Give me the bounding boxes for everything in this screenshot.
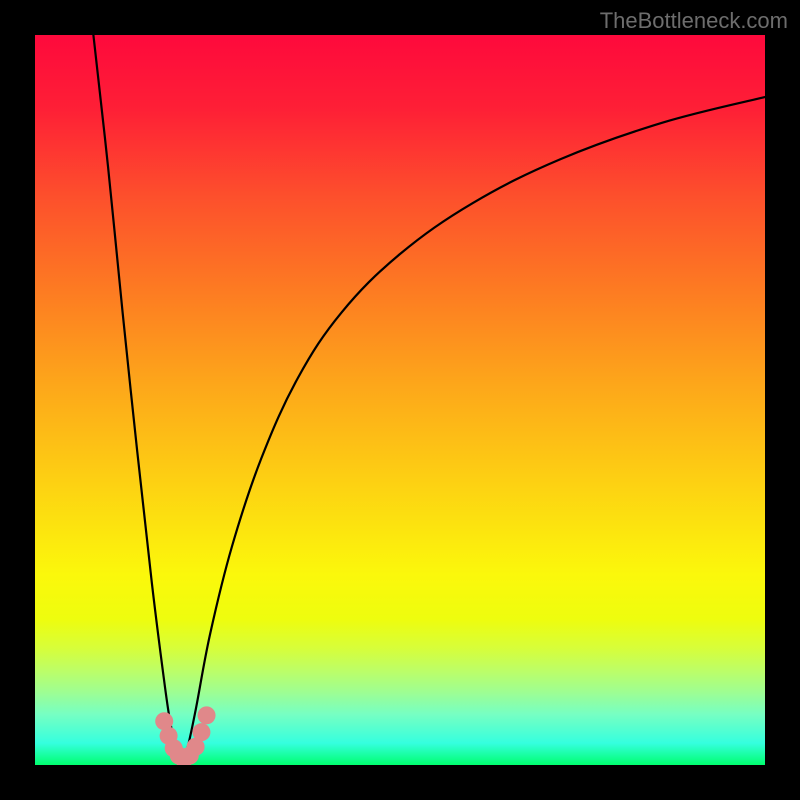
source-watermark: TheBottleneck.com	[600, 8, 788, 34]
chart-container: TheBottleneck.com	[0, 0, 800, 800]
chart-background	[35, 35, 765, 765]
bottleneck-chart	[0, 0, 800, 800]
optimum-marker	[192, 723, 210, 741]
optimum-marker	[198, 706, 216, 724]
